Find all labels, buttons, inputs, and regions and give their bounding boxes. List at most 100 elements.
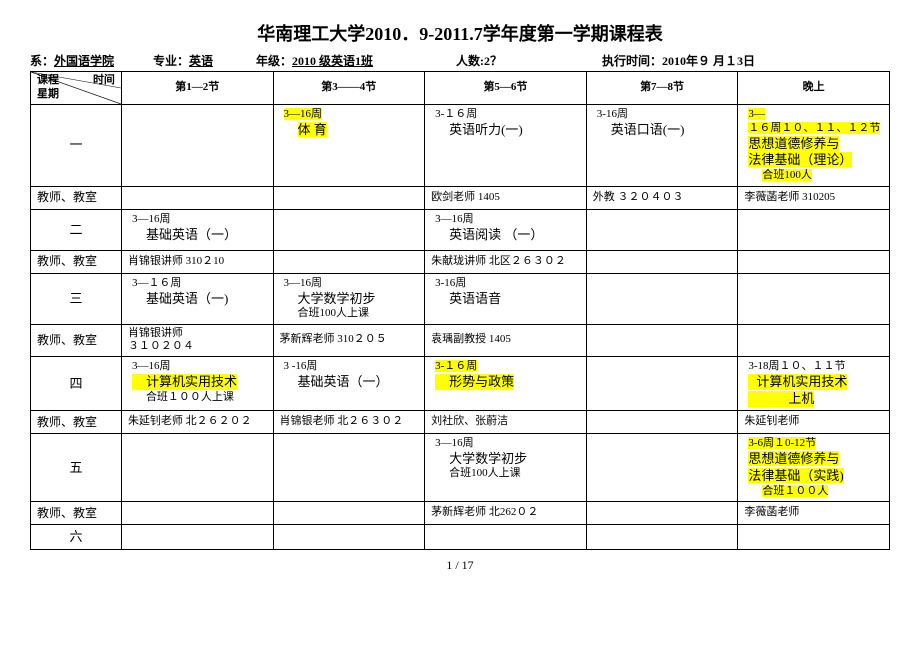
thu-p56-weeks: 3-１６周: [435, 360, 477, 372]
wed-p34-name: 大学数学初步: [284, 291, 421, 307]
mon-p78: 3-16周 英语口语(一): [586, 105, 738, 187]
mon-eve: 3— １６周１０、１１、１２节 思想道德修养与 法律基础（理论） 合班100人: [738, 105, 890, 187]
wed-p12-weeks: 3—１６周: [132, 277, 269, 291]
page-footer: 1 / 17: [30, 558, 890, 573]
day-sat: 六: [31, 525, 122, 550]
thu-p12-name: 计算机实用技术: [132, 374, 237, 390]
tue-p56: 3—16周 英语阅读 （一）: [425, 209, 587, 250]
thu-p34-name: 基础英语（一）: [284, 374, 421, 390]
major-label: 专业：: [153, 52, 189, 69]
diag-course: 课程: [37, 74, 59, 88]
wed-p56: 3-16周 英语语音: [425, 273, 587, 324]
header-p56: 第5—6节: [425, 72, 587, 105]
fri-p34: [273, 434, 425, 502]
teacher-label-mon: 教师、教室: [31, 186, 122, 209]
header-p78: 第7—8节: [586, 72, 738, 105]
dept-label: 系：: [30, 52, 54, 69]
tue-t3: 朱献珑讲师 北区２６３０２: [425, 250, 587, 273]
wed-p12: 3—１６周 基础英语（一): [121, 273, 273, 324]
thu-eve-weeks: 3-18周１０、１１节: [748, 360, 885, 374]
thu-t5: 朱延钊老师: [738, 411, 890, 434]
wed-t5: [738, 324, 890, 357]
fri-eve-name1: 思想道德修养与: [748, 451, 839, 466]
tue-p56-weeks: 3—16周: [435, 213, 582, 227]
thu-eve-name2: 上机: [748, 391, 814, 407]
mon-p56-name: 英语听力(一): [435, 122, 582, 138]
thu-t1: 朱延钊老师 北２６２０２: [121, 411, 273, 434]
wed-t2: 茅新辉老师 310２０５: [273, 324, 425, 357]
dept-value: 外国语学院: [54, 52, 114, 69]
day-fri: 五: [31, 434, 122, 502]
fri-p78: [586, 434, 738, 502]
teacher-label-wed: 教师、教室: [31, 324, 122, 357]
thu-t2: 肖锦银老师 北２６３０２: [273, 411, 425, 434]
fri-eve-name2: 法律基础（实践): [748, 468, 843, 483]
major-value: 英语: [189, 52, 213, 69]
timetable: 课程 时间 星期 第1—2节 第3——4节 第5—6节 第7—8节 晚上 一 3…: [30, 71, 890, 550]
diagonal-header: 课程 时间 星期: [31, 72, 122, 105]
tue-t1: 肖锦银讲师 310２10: [121, 250, 273, 273]
tue-p34: [273, 209, 425, 250]
mon-p34: 3—16周 体 育: [273, 105, 425, 187]
row-thu-teacher: 教师、教室 朱延钊老师 北２６２０２ 肖锦银老师 北２６３０２ 刘社欣、张蔚洁 …: [31, 411, 890, 434]
wed-p56-weeks: 3-16周: [435, 277, 582, 291]
mon-p56-weeks: 3-１６周: [435, 108, 582, 122]
fri-t5: 李薇菡老师: [738, 502, 890, 525]
thu-t4: [586, 411, 738, 434]
row-wed: 三 3—１６周 基础英语（一) 3—16周 大学数学初步 合班100人上课 3-…: [31, 273, 890, 324]
mon-eve-w2: １６周１０、１１、１２节: [748, 122, 880, 134]
row-mon: 一 3—16周 体 育 3-１６周 英语听力(一) 3-16周 英语口语(一) …: [31, 105, 890, 187]
mon-t5: 李薇菡老师 310205: [738, 186, 890, 209]
day-thu: 四: [31, 357, 122, 411]
mon-eve-name2: 法律基础（理论）: [748, 152, 852, 167]
mon-t1: [121, 186, 273, 209]
mon-t3: 欧剑老师 1405: [425, 186, 587, 209]
mon-t2: [273, 186, 425, 209]
thu-p56-name: 形势与政策: [435, 374, 514, 390]
row-fri: 五 3—16周 大学数学初步 合班100人上课 3-6周１0-12节 思想道德修…: [31, 434, 890, 502]
thu-eve-name1: 计算机实用技术: [748, 374, 847, 390]
mon-p34-name: 体 育: [298, 122, 327, 137]
header-row: 课程 时间 星期 第1—2节 第3——4节 第5—6节 第7—8节 晚上: [31, 72, 890, 105]
fri-p56: 3—16周 大学数学初步 合班100人上课: [425, 434, 587, 502]
thu-p12: 3—16周 计算机实用技术 合班１００人上课: [121, 357, 273, 411]
thu-p34: 3 -16周 基础英语（一）: [273, 357, 425, 411]
mon-p78-name: 英语口语(一): [597, 122, 734, 138]
tue-t4: [586, 250, 738, 273]
wed-t1: 肖锦银讲师３１０２０４: [121, 324, 273, 357]
exec-label: 执行时间：: [602, 52, 662, 69]
page-title: 华南理工大学2010．9-2011.7学年度第一学期课程表: [30, 20, 890, 46]
mon-eve-sub: 合班100人: [762, 169, 812, 181]
mon-p56: 3-１６周 英语听力(一): [425, 105, 587, 187]
sat-p56: [425, 525, 587, 550]
row-tue: 二 3—16周 基础英语（一） 3—16周 英语阅读 （一）: [31, 209, 890, 250]
sat-eve: [738, 525, 890, 550]
sat-p34: [273, 525, 425, 550]
tue-t2: [273, 250, 425, 273]
mon-eve-w1: 3—: [748, 108, 765, 120]
row-mon-teacher: 教师、教室 欧剑老师 1405 外教 ３２０４０３ 李薇菡老师 310205: [31, 186, 890, 209]
meta-row: 系：外国语学院 专业：英语 年级：2010 级英语1班 人数:2？ 执行时间：2…: [30, 52, 890, 69]
mon-p12: [121, 105, 273, 187]
teacher-label-tue: 教师、教室: [31, 250, 122, 273]
diag-time: 时间: [93, 74, 115, 88]
thu-p12-weeks: 3—16周: [132, 360, 269, 374]
mon-eve-name1: 思想道德修养与: [748, 136, 839, 151]
mon-t4: 外教 ３２０４０３: [586, 186, 738, 209]
header-eve: 晚上: [738, 72, 890, 105]
sat-p12: [121, 525, 273, 550]
fri-p56-weeks: 3—16周: [435, 437, 582, 451]
header-p34: 第3——4节: [273, 72, 425, 105]
tue-t5: [738, 250, 890, 273]
wed-eve: [738, 273, 890, 324]
fri-eve: 3-6周１0-12节 思想道德修养与 法律基础（实践) 合班１００人: [738, 434, 890, 502]
mon-p78-weeks: 3-16周: [597, 108, 734, 122]
tue-p12: 3—16周 基础英语（一）: [121, 209, 273, 250]
fri-t2: [273, 502, 425, 525]
wed-p34-sub: 合班100人上课: [284, 307, 421, 321]
fri-p12: [121, 434, 273, 502]
sat-p78: [586, 525, 738, 550]
day-tue: 二: [31, 209, 122, 250]
count-value: 2？: [484, 52, 502, 69]
tue-p12-name: 基础英语（一）: [132, 227, 269, 243]
